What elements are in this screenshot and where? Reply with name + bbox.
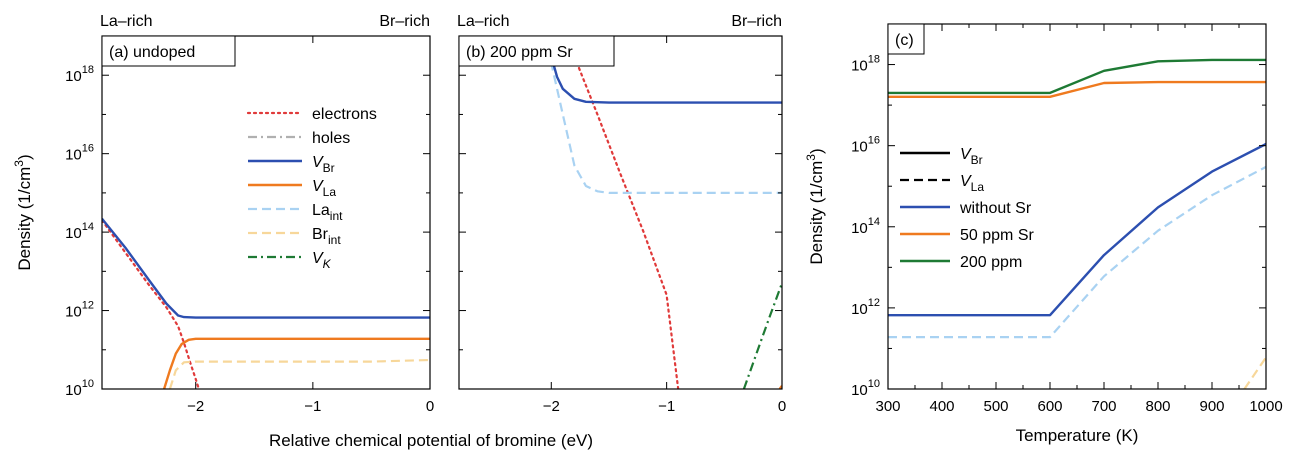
- panel-label-box: [458, 35, 615, 67]
- x-axis-title: Temperature (K): [1016, 426, 1139, 445]
- y-tick-label: 1012: [851, 297, 880, 318]
- x-tick-label: −1: [304, 398, 321, 415]
- legend-entry-VLa: VLa: [312, 178, 336, 199]
- legend-entry-VLa-key: VLa: [960, 173, 984, 194]
- x-tick-label: 600: [1037, 398, 1062, 415]
- plot-area: [538, 36, 782, 389]
- series-line-c-lightblue: [888, 165, 1266, 339]
- series-line-c-orange: [888, 80, 1266, 98]
- y-tick-label: 1012: [65, 300, 94, 321]
- y-tick-label: 1014: [851, 216, 880, 237]
- y-axis-title: Density (1/cm3): [12, 154, 34, 270]
- legend-entry-200ppm: 200 ppm: [960, 254, 1022, 271]
- x-tick-label: 300: [875, 398, 900, 415]
- series-line-electrons: [102, 219, 201, 389]
- legend-entry-holes: holes: [312, 130, 350, 147]
- series-line-Brint: [168, 358, 430, 389]
- legend-entry-electrons: electrons: [312, 106, 377, 123]
- x-tick-label: 0: [778, 398, 786, 415]
- y-tick-label: 1016: [851, 135, 880, 156]
- x-tick-label: −2: [543, 398, 560, 415]
- x-tick-label: 1000: [1249, 398, 1282, 415]
- series-line-electrons: [561, 36, 680, 389]
- y-tick-label: 1016: [65, 143, 94, 164]
- legend-entry-VBr: VBr: [312, 154, 335, 175]
- corner-label-la-rich: La–rich: [457, 13, 509, 30]
- plot-area: [102, 217, 430, 389]
- x-tick-label: 500: [983, 398, 1008, 415]
- corner-label-br-rich: Br–rich: [379, 13, 430, 30]
- panel-label: (b) 200 ppm Sr: [466, 44, 573, 61]
- x-tick-label: 400: [929, 398, 954, 415]
- x-tick-label: 800: [1145, 398, 1170, 415]
- y-axis-title: Density (1/cm3): [804, 148, 826, 264]
- y-tick-label: 1010: [65, 378, 94, 399]
- y-tick-label: 1018: [851, 54, 880, 75]
- x-tick-label: −1: [658, 398, 675, 415]
- legend-entry-VK: VK: [312, 250, 332, 271]
- legend-entry-Laint: Laint: [312, 202, 343, 223]
- series-line-VLa: [162, 337, 430, 389]
- series-line-c-orange-dash: [1243, 356, 1266, 389]
- y-tick-label: 1018: [65, 64, 94, 85]
- series-line-VBr: [102, 217, 430, 319]
- shared-x-axis-title: Relative chemical potential of bromine (…: [269, 431, 593, 450]
- panel-label-box: [887, 23, 925, 55]
- series-line-c-green: [888, 58, 1266, 95]
- plot-frame: [101, 35, 431, 390]
- legend-entry-VBr-key: VBr: [960, 146, 983, 167]
- x-tick-label: 700: [1091, 398, 1116, 415]
- plot-area: [888, 58, 1266, 389]
- legend-entry-50ppm: 50 ppm Sr: [960, 227, 1034, 244]
- y-tick-label: 1010: [851, 378, 880, 399]
- panel-c-temperature: 1010 1012 1014 1016 1018 300 400 500 600 700 800 90…: [804, 23, 1283, 445]
- panel-a-undoped: 1010 1012 1014 1016 1018 −2 −1 0 La–rich Br–rich (…: [12, 13, 434, 415]
- panel-label-box: [101, 35, 236, 67]
- series-line-VK: [742, 282, 782, 389]
- series-line-VBr: [544, 36, 782, 104]
- panel-label: (a) undoped: [109, 44, 195, 61]
- series-line-c-blue: [888, 142, 1266, 317]
- y-tick-label: 1014: [65, 221, 94, 242]
- series-line-Laint: [538, 36, 782, 194]
- panel-label: (c): [895, 32, 914, 49]
- x-tick-label: −2: [187, 398, 204, 415]
- panel-b-200ppm-sr: −2 −1 0 La–rich Br–rich (b) 200 ppm Sr: [457, 13, 786, 415]
- legend-entry-withoutSr: without Sr: [959, 200, 1032, 217]
- x-tick-label: 0: [426, 398, 434, 415]
- corner-label-la-rich: La–rich: [100, 13, 152, 30]
- corner-label-br-rich: Br–rich: [731, 13, 782, 30]
- plot-frame: [458, 35, 783, 390]
- legend-entry-Brint: Brint: [312, 226, 341, 247]
- x-tick-label: 900: [1199, 398, 1224, 415]
